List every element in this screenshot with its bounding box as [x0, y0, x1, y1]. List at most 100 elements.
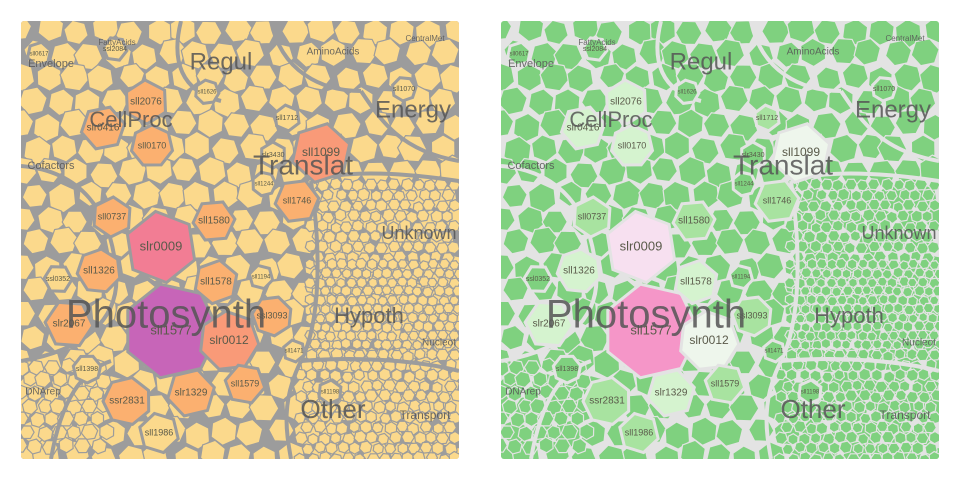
background-cell	[356, 187, 371, 202]
gene-label-slr3430: slr3430	[742, 152, 765, 159]
gene-label-slr0012: slr0012	[689, 333, 729, 347]
background-cell	[809, 239, 823, 254]
background-cell	[403, 284, 415, 296]
background-cell	[304, 293, 316, 306]
category-label-aminoacids: AminoAcids	[787, 47, 840, 58]
background-cell	[821, 303, 832, 315]
background-cell	[454, 339, 459, 350]
background-cell	[787, 412, 800, 425]
background-cell	[840, 399, 854, 413]
background-cell	[649, 109, 678, 136]
background-cell	[786, 21, 816, 44]
background-cell	[829, 133, 859, 164]
gene-label-sll0170: sll0170	[618, 140, 647, 150]
background-cell	[831, 338, 842, 350]
gene-cell-ssl0352	[42, 265, 74, 293]
gene-cell-sll1578	[193, 258, 239, 306]
background-cell	[918, 63, 939, 94]
gene-cell-sll1099	[290, 122, 352, 184]
gene-label-sll1471: sll1471	[284, 349, 304, 355]
background-cell	[840, 339, 852, 350]
background-cell	[815, 258, 828, 270]
background-cell	[924, 380, 938, 393]
background-cell	[429, 87, 457, 115]
background-cell	[579, 423, 595, 441]
background-cell	[371, 421, 384, 434]
background-cell	[372, 303, 384, 314]
background-cell	[838, 440, 853, 455]
gene-cell-sll1198	[797, 378, 823, 406]
background-cell	[80, 398, 98, 414]
background-cell	[341, 303, 352, 315]
background-cell	[841, 285, 854, 296]
background-cell	[530, 134, 558, 163]
category-boundary	[780, 357, 939, 373]
background-cell	[381, 267, 393, 280]
category-label-cofactors: Cofactors	[507, 160, 555, 172]
background-cell	[527, 88, 555, 117]
background-cell	[867, 198, 881, 211]
gene-label-sll1198: sll1198	[801, 390, 820, 396]
gene-label-sll1198: sll1198	[321, 390, 340, 396]
background-cell	[363, 241, 376, 255]
background-cell	[413, 63, 443, 92]
background-cell	[333, 21, 361, 46]
background-cell	[821, 371, 834, 383]
background-cell	[846, 329, 857, 341]
gene-cell-sll1471	[762, 338, 786, 364]
background-cell	[396, 276, 409, 287]
background-cell	[354, 390, 367, 404]
background-cell	[359, 209, 372, 223]
background-cell	[117, 444, 146, 459]
background-cell	[868, 21, 895, 46]
background-cell	[899, 420, 913, 433]
background-cell	[366, 329, 377, 341]
background-cell	[448, 430, 459, 445]
gene-label-slr3430: slr3430	[262, 152, 285, 159]
background-cell	[921, 210, 933, 223]
background-cell	[301, 443, 315, 456]
gene-label-ssl2084: ssl2084	[583, 46, 607, 53]
background-cell	[403, 302, 415, 315]
gene-cell-slr0416	[79, 105, 127, 151]
background-cell	[527, 182, 557, 214]
background-cell	[611, 179, 642, 211]
gene-label-sll1579: sll1579	[711, 378, 740, 388]
background-cell	[437, 367, 450, 382]
gene-label-sll1244: sll1244	[734, 182, 754, 188]
background-cell-mesh	[501, 21, 939, 459]
background-cell	[849, 230, 862, 243]
background-cell	[90, 410, 105, 427]
background-cell	[319, 368, 331, 381]
gene-label-sll1194: sll1194	[252, 275, 271, 281]
background-cell	[441, 188, 456, 202]
background-cell	[34, 370, 52, 389]
background-cell	[912, 320, 926, 332]
background-cell	[755, 251, 785, 280]
background-cell	[570, 410, 585, 427]
background-cell	[239, 84, 269, 113]
background-cell	[597, 444, 626, 459]
background-cell	[826, 258, 838, 271]
gene-cell-ssr2831	[581, 375, 631, 427]
background-cell	[817, 440, 830, 454]
background-cell	[444, 268, 455, 280]
background-cell	[351, 240, 365, 253]
background-cell	[226, 442, 252, 459]
background-cell	[367, 277, 379, 289]
background-cell	[927, 219, 939, 233]
background-cell	[841, 268, 852, 280]
background-cell	[210, 136, 240, 165]
background-cell	[330, 267, 342, 279]
background-cell	[366, 453, 381, 459]
background-cell	[553, 410, 569, 427]
background-cell	[846, 453, 861, 459]
background-cell	[425, 368, 440, 383]
background-cell	[248, 394, 280, 422]
background-cell	[329, 177, 343, 191]
background-cell	[360, 399, 374, 413]
background-cell	[194, 21, 223, 46]
background-cell	[806, 293, 817, 306]
background-cell	[928, 430, 939, 445]
background-cell	[798, 410, 812, 423]
